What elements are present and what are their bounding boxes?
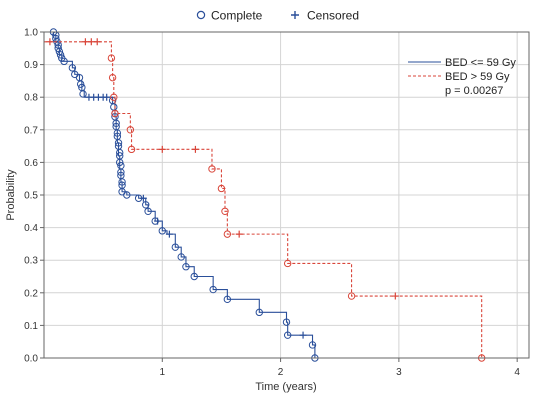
complete-marker [117,168,125,176]
legend-label-series-2: BED > 59 Gy [445,71,510,83]
complete-marker [79,90,87,98]
complete-marker [55,47,64,56]
x-tick-label: 1 [160,367,166,378]
censored-marker [93,38,101,46]
complete-marker [116,148,124,157]
series-legend: BED <= 59 Gy BED > 59 Gy p = 0.00267 [408,57,516,97]
complete-marker [76,80,85,88]
y-tick-label: 0.6 [24,158,38,169]
complete-marker [282,318,291,326]
x-tick-label: 2 [278,367,284,378]
complete-marker [221,207,229,216]
complete-marker [116,158,124,167]
censored-marker [154,217,162,225]
complete-marker [308,341,317,349]
complete-marker [283,259,292,268]
complete-legend-label: Complete [211,9,263,23]
censored-marker [139,194,147,202]
x-axis-label: Time (years) [255,381,316,393]
complete-marker [177,253,185,261]
complete-marker [223,230,232,238]
y-tick-label: 0.8 [24,93,38,104]
censored-marker [235,230,243,238]
legend-label-series-1: BED <= 59 Gy [445,57,516,69]
complete-marker [126,126,135,134]
complete-marker [54,44,62,52]
complete-marker [112,119,120,127]
y-tick-label: 0.4 [24,223,38,234]
y-tick-label: 0.1 [24,321,38,332]
complete-marker [108,73,117,82]
complete-marker [60,57,68,66]
complete-marker [114,139,123,147]
censored-marker [191,145,199,153]
complete-marker [142,201,150,209]
censored-marker [165,230,173,238]
censored-marker-icon [291,11,299,19]
complete-marker-icon [196,10,206,20]
censored-marker [81,38,89,46]
y-tick-label: 0.2 [24,288,38,299]
x-tick-label: 4 [514,367,520,378]
marker-legend: Complete Censored [196,9,359,23]
complete-marker [68,64,77,72]
complete-marker [217,184,226,193]
censored-marker [299,331,307,339]
complete-marker [123,191,131,199]
censored-marker [103,93,111,101]
censored-marker [46,38,54,46]
y-axis-label: Probability [5,169,17,221]
complete-marker [56,51,65,59]
survival-curve-series-1 [44,31,316,358]
complete-marker [283,331,292,339]
censored-legend-label: Censored [307,9,359,23]
complete-marker [158,227,166,235]
complete-marker [107,54,116,62]
complete-marker [223,295,232,304]
complete-marker [190,272,198,281]
survival-curve-series-2 [44,41,483,358]
y-tick-label: 0.9 [24,60,38,71]
censored-marker [158,145,166,153]
y-tick-label: 0.3 [24,256,38,267]
complete-marker [208,165,216,173]
y-tick-label: 0.7 [24,125,38,136]
complete-marker [110,93,118,101]
x-tick-label: 3 [396,367,402,378]
complete-marker [113,129,122,137]
y-tick-label: 0.5 [24,191,38,202]
axis-ticks: 1 2 3 4 0.0 0.1 0.2 0.3 0.4 0.5 0.6 0.7 0.8 0.9 1.0 [24,28,520,379]
complete-marker [182,263,190,271]
complete-marker [347,292,356,300]
censored-marker [87,38,95,46]
complete-marker [127,145,136,154]
complete-marker [144,207,152,216]
complete-marker [171,243,180,251]
y-tick-label: 1.0 [24,28,38,39]
complete-marker [209,285,217,294]
complete-marker [255,308,263,317]
censored-marker [391,292,399,300]
complete-marker [111,109,119,118]
p-value-annotation: p = 0.00267 [445,85,503,97]
y-tick-label: 0.0 [24,354,38,365]
complete-marker [118,178,126,186]
